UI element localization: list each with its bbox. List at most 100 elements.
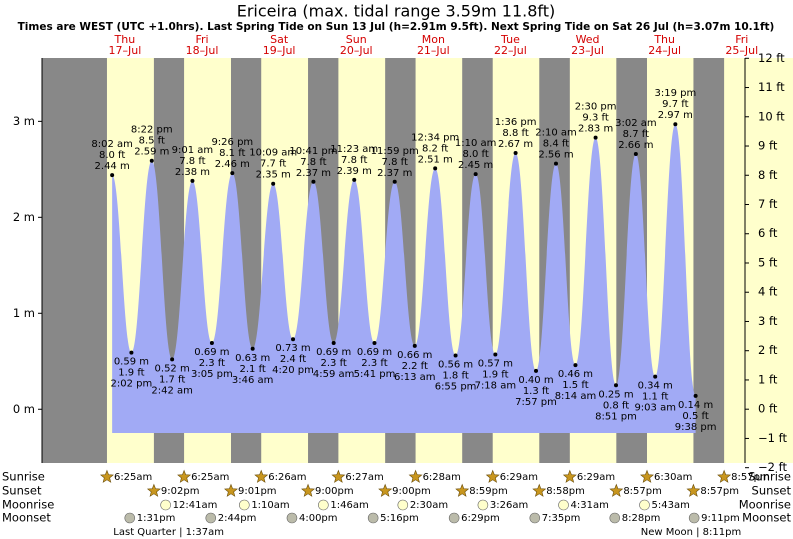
ft-label: 2.3 ft <box>199 358 225 369</box>
extreme-dot <box>633 151 638 156</box>
sunrise-time: 8:57pm <box>731 472 770 483</box>
extreme-dot <box>392 179 397 184</box>
sunset-time: 8:57pm <box>700 486 739 497</box>
extreme-dot <box>372 341 377 346</box>
y2-tick-label: 9 ft <box>758 139 778 153</box>
y-tick-label: 0 m <box>13 402 35 416</box>
sunrise-time: 6:27am <box>345 472 383 483</box>
moon-icon <box>448 512 460 524</box>
ft-label: 8.2 ft <box>422 143 448 154</box>
moonset-time: 6:29pm <box>461 513 500 524</box>
day-name: Sun <box>346 33 367 46</box>
value-label: 0.63 m <box>235 353 270 364</box>
y2-tick-label: −2 ft <box>758 460 787 474</box>
day-date: 23–Jul <box>571 44 604 57</box>
y2-tick-label: 10 ft <box>758 109 785 123</box>
row-label: Moonrise <box>739 498 791 512</box>
moonset-time: 4:00pm <box>299 513 338 524</box>
moon-icon <box>286 512 298 524</box>
extreme-dot <box>291 337 296 342</box>
sunset-time: 8:59pm <box>469 486 508 497</box>
y2-tick-label: 12 ft <box>758 51 785 65</box>
moon-icon <box>367 512 379 524</box>
y2-tick-label: −1 ft <box>758 431 787 445</box>
extreme-dot <box>250 346 255 351</box>
value-label: 2.83 m <box>578 124 613 135</box>
time-label: 9:38 pm <box>675 422 717 433</box>
value-label: 0.34 m <box>638 381 673 392</box>
sunset-time: 9:01pm <box>238 486 277 497</box>
day-name: Thu <box>114 33 136 46</box>
ft-label: 2.3 ft <box>361 358 387 369</box>
row-label: Moonset <box>2 511 51 525</box>
moon-icon <box>529 512 541 524</box>
sun-icon <box>224 483 238 497</box>
time-label: 2:02 pm <box>111 379 153 390</box>
ft-label: 1.8 ft <box>442 371 468 382</box>
sunset-time: 8:57pm <box>623 486 662 497</box>
sunset-time: 8:58pm <box>546 486 585 497</box>
sun-icon <box>485 469 500 483</box>
time-label: 9:26 pm <box>211 137 253 148</box>
value-label: 2.67 m <box>498 139 533 150</box>
day-name: Wed <box>576 33 600 46</box>
extreme-dot <box>412 343 417 348</box>
ft-label: 9.3 ft <box>582 113 608 124</box>
sun-icon <box>146 483 161 497</box>
moonset-time: 5:16pm <box>380 513 419 524</box>
moon-icon <box>318 499 329 511</box>
ft-label: 2.4 ft <box>280 354 306 365</box>
sun-icon <box>562 469 577 483</box>
row-label: Moonset <box>742 511 791 525</box>
value-label: 0.59 m <box>114 357 149 368</box>
y2-tick-label: 5 ft <box>758 255 778 269</box>
moon-phase: New Moon | 8:11pm <box>641 527 741 538</box>
y-tick-label: 2 m <box>13 210 35 224</box>
ft-label: 7.8 ft <box>300 157 326 168</box>
time-label: 3:05 pm <box>191 369 233 380</box>
moonset-time: 7:35pm <box>542 513 581 524</box>
extreme-dot <box>553 161 558 166</box>
y2-tick-label: 11 ft <box>758 80 785 94</box>
sunset-time: 9:00pm <box>392 486 431 497</box>
ft-label: 8.8 ft <box>502 128 528 139</box>
ft-label: 1.7 ft <box>159 374 185 385</box>
time-label: 6:13 am <box>394 372 436 383</box>
moon-icon <box>160 499 171 511</box>
ft-label: 2.2 ft <box>402 361 428 372</box>
moonrise-time: 4:31am <box>571 500 609 511</box>
extreme-dot <box>573 363 578 368</box>
ft-label: 7.8 ft <box>179 156 205 167</box>
value-label: 2.51 m <box>418 154 453 165</box>
sun-icon <box>686 483 701 497</box>
moonrise-time: 1:46am <box>330 500 368 511</box>
day-date: 24–Jul <box>648 44 681 57</box>
time-label: 7:57 pm <box>515 397 557 408</box>
time-label: 4:20 pm <box>272 365 314 376</box>
value-label: 0.66 m <box>397 350 432 361</box>
day-name: Fri <box>195 33 208 46</box>
ft-label: 7.8 ft <box>382 157 408 168</box>
value-label: 2.37 m <box>296 168 331 179</box>
ft-label: 8.7 ft <box>623 129 649 140</box>
moon-icon <box>397 499 409 511</box>
moonrise-time: 3:26am <box>490 500 528 511</box>
sun-icon <box>609 483 624 497</box>
y2-tick-label: 4 ft <box>758 285 778 299</box>
extreme-dot <box>271 181 276 186</box>
moon-icon <box>688 512 700 524</box>
moon-phase: Last Quarter | 1:37am <box>113 527 224 538</box>
day-date: 18–Jul <box>186 44 219 57</box>
time-label: 12:34 pm <box>411 132 459 143</box>
extreme-dot <box>593 135 598 140</box>
value-label: 0.57 m <box>478 359 513 370</box>
row-label: Sunrise <box>2 470 45 484</box>
extreme-dot <box>673 122 678 127</box>
ft-label: 1.9 ft <box>118 368 144 379</box>
y-tick-label: 3 m <box>13 114 35 128</box>
extreme-dot <box>433 166 438 171</box>
moon-icon <box>124 512 136 524</box>
extreme-dot <box>129 350 134 355</box>
ft-label: 0.8 ft <box>603 400 629 411</box>
time-label: 11:59 pm <box>371 146 419 157</box>
